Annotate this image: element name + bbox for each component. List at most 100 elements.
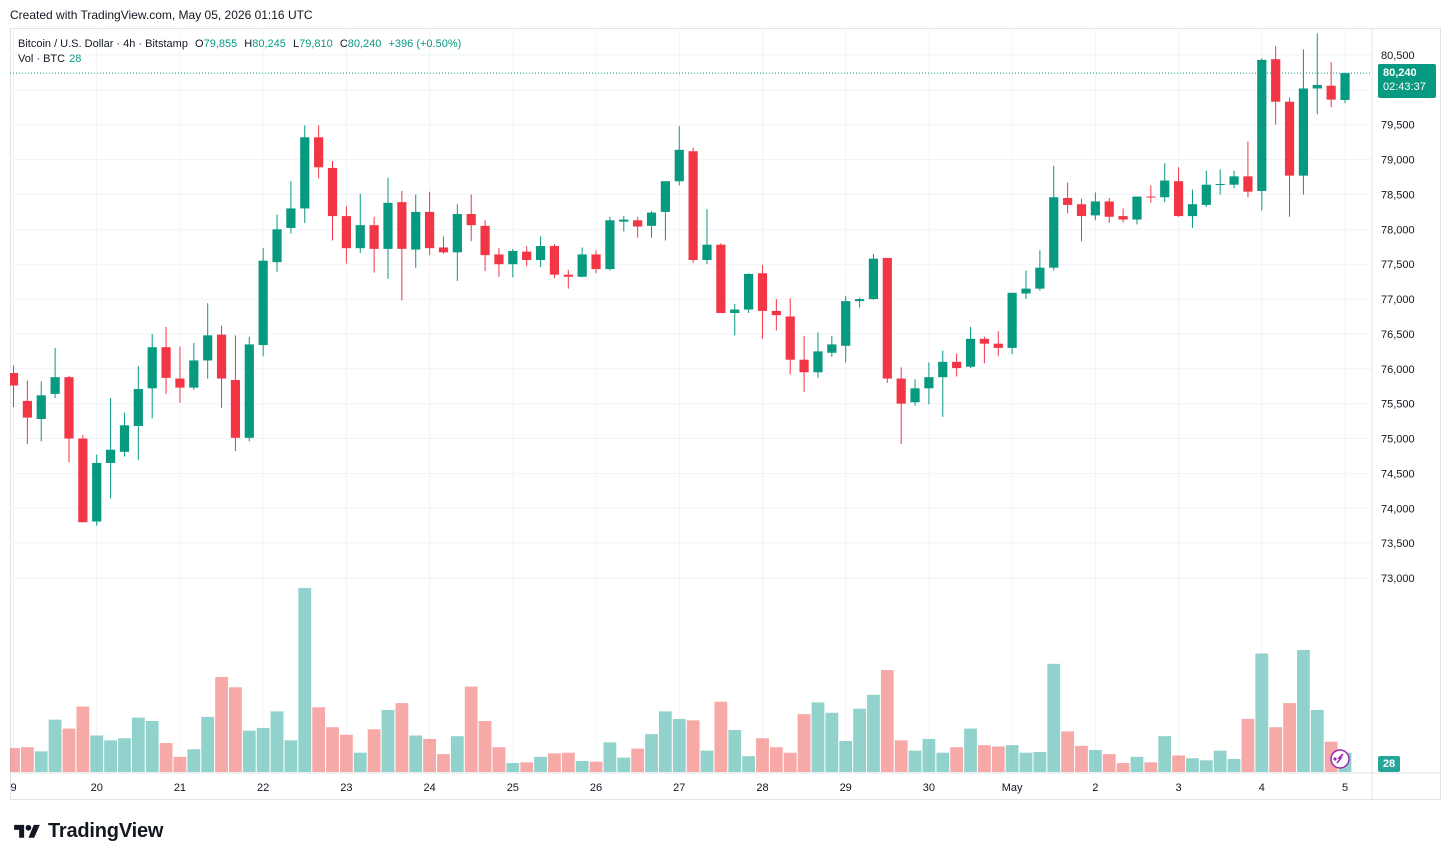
volume-bar xyxy=(603,742,617,772)
volume-bar xyxy=(20,747,34,772)
volume-bar xyxy=(1033,752,1047,772)
last-price-tag: 80,240 02:43:37 xyxy=(1378,64,1436,98)
volume-tag: 28 xyxy=(1378,756,1400,772)
close-value: 80,240 xyxy=(347,38,382,50)
candle-body xyxy=(896,378,906,404)
volume-bar xyxy=(894,740,908,772)
volume-bar xyxy=(464,686,478,772)
volume-bar xyxy=(811,702,825,772)
volume-bar xyxy=(215,676,228,772)
volume-bar xyxy=(1019,752,1033,772)
candle-body xyxy=(327,167,338,217)
candlestick-chart[interactable]: 73,000 73,500 74,000 74,500 75,000 75,500 76,0… xyxy=(10,28,1441,800)
candle-body xyxy=(494,254,504,265)
volume-bar xyxy=(1241,718,1255,772)
volume-bar xyxy=(90,735,104,772)
x-tick-label: 20 xyxy=(91,782,103,794)
x-tick-label: 21 xyxy=(174,782,186,794)
candle-body xyxy=(730,309,740,314)
y-tick-label: 77,000 xyxy=(1381,294,1415,306)
candle-body xyxy=(1118,216,1128,220)
volume-bar xyxy=(478,721,492,772)
candle-body xyxy=(979,338,989,344)
candle-body xyxy=(757,273,768,311)
y-tick-label: 78,000 xyxy=(1381,224,1415,236)
volume-bar xyxy=(853,708,866,772)
price-axis[interactable]: 73,000 73,500 74,000 74,500 75,000 75,500 76,0… xyxy=(1381,50,1415,585)
volume-bar xyxy=(978,745,991,772)
candle-body xyxy=(1243,176,1253,192)
candle-body xyxy=(203,335,213,361)
candle-body xyxy=(216,334,227,379)
symbol-name[interactable]: Bitcoin / U.S. Dollar · 4h · Bitstamp xyxy=(18,38,188,50)
candle-body xyxy=(1326,85,1336,100)
volume-legend[interactable]: Vol · BTC 28 xyxy=(18,53,81,65)
candle-body xyxy=(827,344,837,353)
brand-name: TradingView xyxy=(48,820,164,842)
volume-bar xyxy=(908,750,922,772)
x-tick-label: 26 xyxy=(590,782,602,794)
candle-body xyxy=(1284,101,1295,176)
volume-bar xyxy=(1005,745,1019,772)
volume-bar xyxy=(118,738,131,772)
candle-body xyxy=(1090,201,1100,216)
volume-bar xyxy=(367,729,381,772)
candle-body xyxy=(910,388,920,403)
volume-bar xyxy=(339,734,353,772)
candle-body xyxy=(965,338,976,367)
volume-bar xyxy=(409,735,423,772)
candle-body xyxy=(480,225,490,256)
candle-body xyxy=(993,343,1003,348)
volume-bar xyxy=(1075,745,1088,772)
time-axis[interactable]: 9 20 21 22 23 24 25 26 27 28 29 30 May 2 3 4 5 xyxy=(10,782,1348,794)
volume-bar xyxy=(395,703,409,772)
volume-bar xyxy=(742,756,756,772)
candle-body xyxy=(1257,59,1267,191)
volume-bar xyxy=(728,729,742,772)
x-tick-label: 5 xyxy=(1342,782,1348,794)
candle-body xyxy=(952,361,962,369)
volume-bar xyxy=(48,719,62,772)
candle-body xyxy=(1049,197,1059,268)
candles xyxy=(10,33,1350,526)
volume-bar xyxy=(131,717,145,772)
x-tick-label: 27 xyxy=(673,782,685,794)
volume-bar xyxy=(1255,653,1269,772)
volume-bar xyxy=(867,694,880,772)
candle-body xyxy=(369,225,379,249)
volume-bar xyxy=(62,728,76,772)
y-tick-label: 73,500 xyxy=(1381,538,1415,550)
candle-body xyxy=(716,244,726,314)
volume-value: 28 xyxy=(69,53,82,65)
candle-body xyxy=(660,181,670,212)
candle-body xyxy=(92,462,102,522)
symbol-legend[interactable]: Bitcoin / U.S. Dollar · 4h · Bitstamp O7… xyxy=(18,36,461,53)
y-tick-label: 80,500 xyxy=(1381,50,1415,62)
volume-bar xyxy=(326,727,339,772)
candle-body xyxy=(258,260,268,346)
volume-bar xyxy=(575,760,589,772)
volume-bar xyxy=(1186,758,1199,772)
candle-body xyxy=(508,250,518,265)
volume-bar xyxy=(672,718,686,772)
volume-bar xyxy=(104,740,117,772)
candle-body xyxy=(688,151,698,261)
high-label: H xyxy=(244,38,253,50)
volume-bars xyxy=(10,588,1352,772)
candle-body xyxy=(619,219,629,222)
volume-bar xyxy=(506,763,520,772)
candle-body xyxy=(230,379,241,438)
y-tick-label: 79,000 xyxy=(1381,155,1415,167)
volume-bar xyxy=(437,754,450,772)
candle-body xyxy=(674,149,684,182)
candle-body xyxy=(563,274,573,277)
candle-body xyxy=(1298,88,1309,176)
alert-icon[interactable] xyxy=(1330,749,1350,769)
tradingview-brand[interactable]: TradingView xyxy=(12,820,163,843)
candle-body xyxy=(1021,288,1031,294)
candle-body xyxy=(22,400,32,418)
candle-body xyxy=(50,377,60,394)
open-value: 79,855 xyxy=(203,38,238,50)
candle-body xyxy=(1076,204,1087,217)
candle-body xyxy=(868,258,879,300)
